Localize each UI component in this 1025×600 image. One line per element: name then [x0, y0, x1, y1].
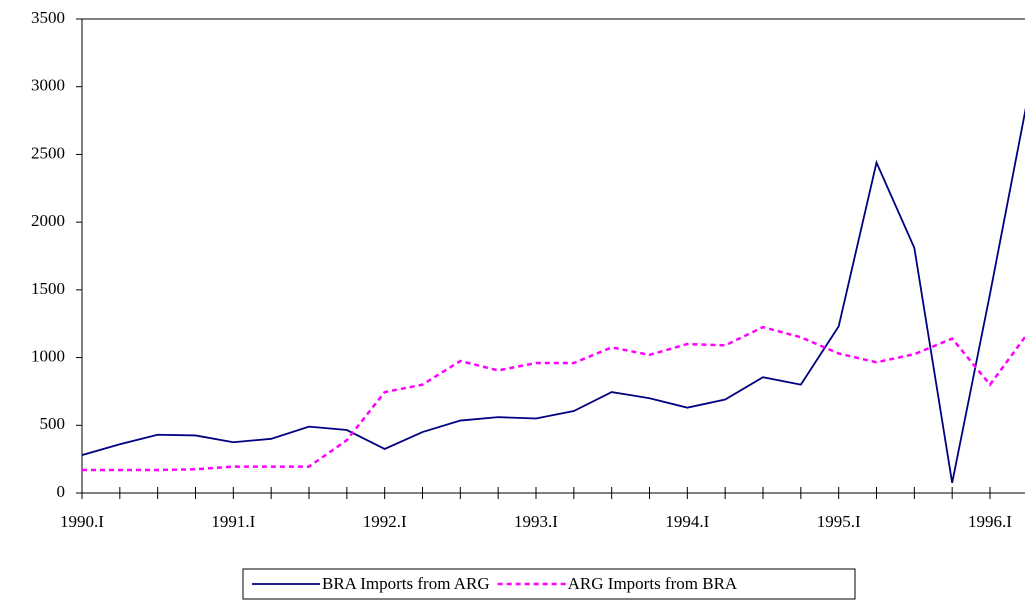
- series-line: [82, 107, 1025, 484]
- y-tick-label: 0: [57, 482, 66, 501]
- y-tick-label: 3500: [31, 8, 65, 27]
- y-tick-label: 3000: [31, 76, 65, 95]
- x-tick-label: 1996.I: [968, 512, 1012, 531]
- y-tick-label: 2500: [31, 143, 65, 162]
- x-tick-label: 1990.I: [60, 512, 104, 531]
- y-tick-label: 1000: [31, 346, 65, 365]
- x-tick-label: 1995.I: [817, 512, 861, 531]
- legend: BRA Imports from ARG ARG Imports from BRA: [242, 568, 856, 600]
- x-tick-label: 1991.I: [211, 512, 255, 531]
- legend-label: ARG Imports from BRA: [568, 574, 738, 593]
- x-tick-label: 1994.I: [665, 512, 709, 531]
- series-line: [82, 325, 1025, 472]
- y-tick-label: 1500: [31, 279, 65, 298]
- plot-area: [82, 107, 1025, 484]
- y-tick-label: 2000: [31, 211, 65, 230]
- legend-label: BRA Imports from ARG: [322, 574, 490, 593]
- x-tick-label: 1992.I: [363, 512, 407, 531]
- legend-box: [242, 568, 856, 600]
- y-tick-label: 500: [40, 414, 66, 433]
- x-tick-label: 1993.I: [514, 512, 558, 531]
